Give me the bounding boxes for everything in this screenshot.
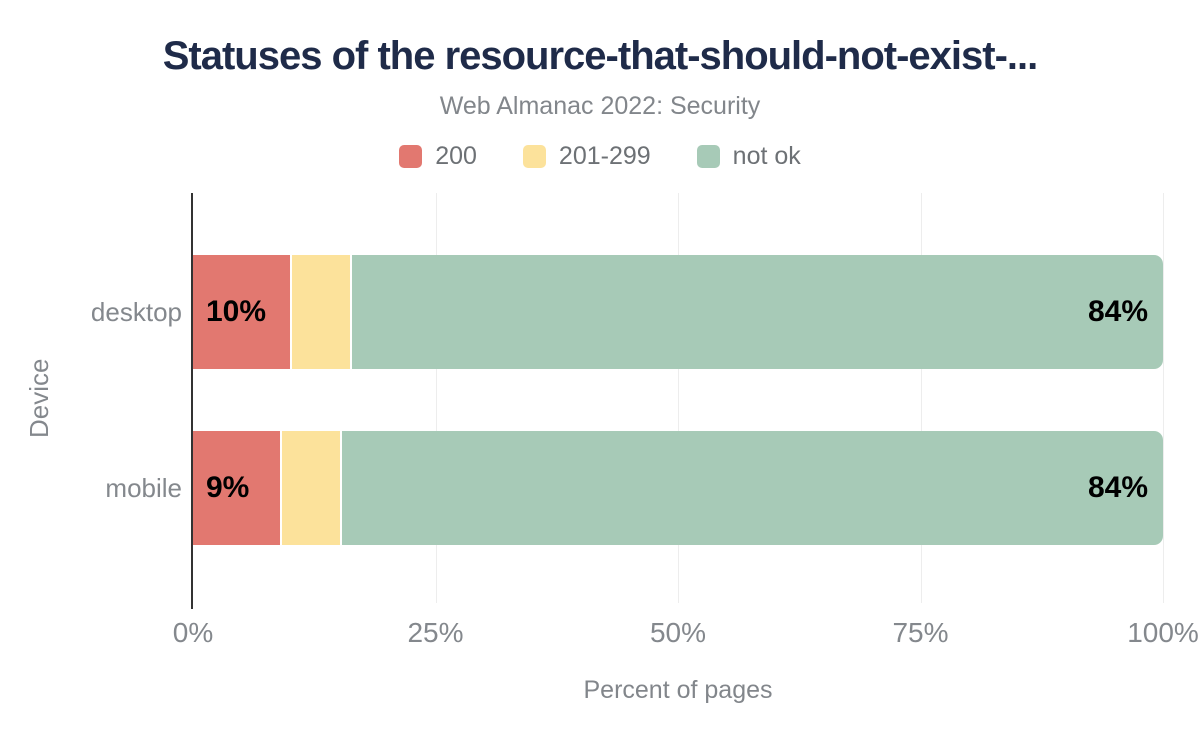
legend-swatch-200 [399,145,423,168]
category-label-mobile: mobile [105,473,182,503]
legend-label: 201-299 [558,142,651,170]
chart-subtitle: Web Almanac 2022: Security [439,92,761,120]
gridline-75 [920,193,922,603]
bar-mobile: 9% 84% [193,431,1163,545]
x-tick-100: 100% [1127,617,1199,648]
bar-label: 10% [206,295,267,328]
gridline-50 [678,193,679,603]
legend: 200 201-299 not ok [0,142,1200,171]
plot-area: 10% 84% 9% 84% 0% 25% 50% 75% 100% [173,193,1199,648]
y-axis-title: Device [24,358,54,438]
segment-mobile-not-ok[interactable]: 84% [342,431,1163,545]
gridline-100 [1163,193,1164,603]
y-axis-line [191,193,193,609]
x-tick-75: 75% [892,617,949,648]
legend-item-201-299[interactable]: 201-299 [522,142,651,171]
x-axis-title: Percent of pages [583,676,773,704]
legend-swatch-201-299 [522,145,546,168]
legend-item-not-ok[interactable]: not ok [696,142,801,171]
category-label-desktop: desktop [90,297,182,327]
legend-label: not ok [732,142,801,170]
segment-mobile-200[interactable]: 9% [193,431,281,545]
x-tick-25: 25% [407,617,464,648]
segment-desktop-not-ok[interactable]: 84% [352,255,1163,369]
x-tick-0: 0% [172,617,214,648]
bar-desktop: 10% 84% [193,255,1163,369]
bar-label: 9% [206,471,250,504]
legend-swatch-not-ok [696,145,720,168]
legend-item-200[interactable]: 200 [399,142,477,171]
segment-desktop-200[interactable]: 10% [193,255,290,369]
bar-label: 84% [1087,295,1148,328]
segment-desktop-201-299[interactable] [292,255,351,369]
gridline-25 [435,193,437,603]
legend-label: 200 [435,142,477,170]
bar-label: 84% [1087,471,1148,504]
x-tick-50: 50% [649,617,707,648]
segment-mobile-201-299[interactable] [282,431,341,545]
chart-title: Statuses of the resource-that-should-not… [162,34,1039,78]
